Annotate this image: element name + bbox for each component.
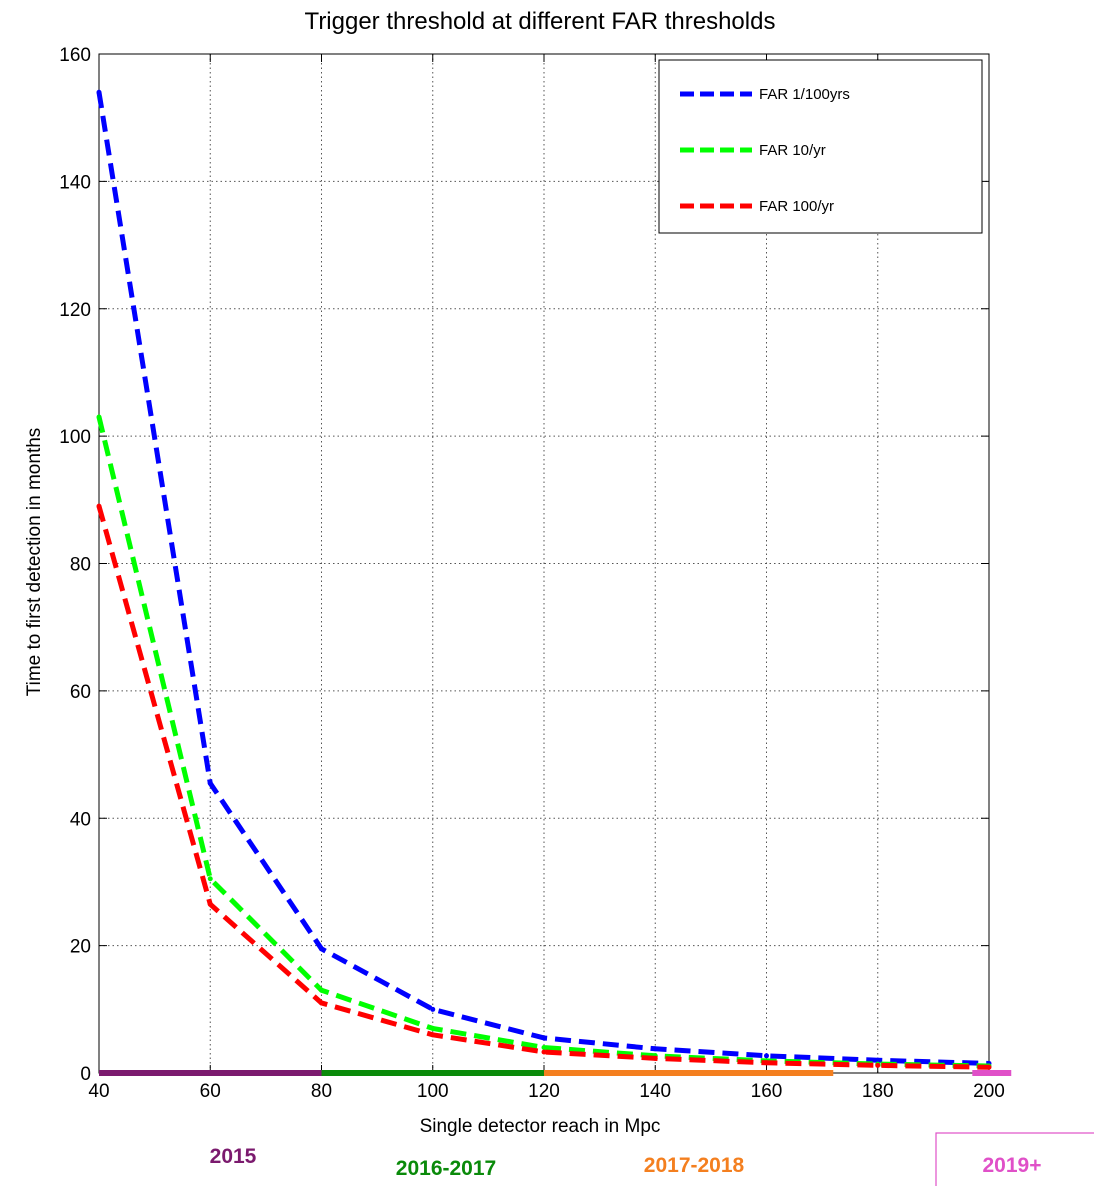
- x-tick-label: 140: [639, 1081, 671, 1102]
- data-point-far-100-yr: [764, 1060, 769, 1065]
- y-tick-label: 100: [59, 427, 91, 448]
- x-tick-label: 180: [862, 1081, 894, 1102]
- y-tick-label: 0: [80, 1064, 91, 1085]
- x-tick-label: 60: [200, 1081, 221, 1102]
- data-point-far-1-100yrs: [208, 781, 213, 786]
- x-tick-label: 120: [528, 1081, 560, 1102]
- y-tick-label: 80: [70, 555, 91, 576]
- y-tick-label: 120: [59, 300, 91, 321]
- x-axis-label: Single detector reach in Mpc: [420, 1116, 661, 1137]
- data-point-far-100-yr: [319, 1000, 324, 1005]
- legend: FAR 1/100yrs FAR 10/yr FAR 100/yr: [659, 60, 982, 233]
- data-point-far-1-100yrs: [764, 1053, 769, 1058]
- era-label-2016-2017: 2016-2017: [396, 1157, 496, 1180]
- y-tick-label: 40: [70, 809, 91, 830]
- data-point-far-10-yr: [319, 988, 324, 993]
- data-point-far-100-yr: [987, 1065, 992, 1070]
- x-tick-label: 160: [751, 1081, 783, 1102]
- chart-title: Trigger threshold at different FAR thres…: [305, 8, 776, 35]
- y-tick-label: 160: [59, 45, 91, 66]
- data-point-far-100-yr: [97, 504, 102, 509]
- data-point-far-1-100yrs: [319, 946, 324, 951]
- era-label-2015: 2015: [210, 1145, 257, 1168]
- x-tick-label: 40: [88, 1081, 109, 1102]
- x-tick-label: 200: [973, 1081, 1005, 1102]
- legend-label-far-10-yr: FAR 10/yr: [759, 142, 826, 159]
- data-point-far-10-yr: [97, 415, 102, 420]
- data-point-far-1-100yrs: [542, 1035, 547, 1040]
- y-tick-label: 20: [70, 937, 91, 958]
- era-label-2017-2018: 2017-2018: [644, 1154, 745, 1177]
- data-point-far-10-yr: [208, 876, 213, 881]
- data-point-far-100-yr: [430, 1032, 435, 1037]
- era-labels: 2015 2016-2017 2017-2018 2019+: [210, 1145, 1042, 1180]
- data-point-far-100-yr: [208, 902, 213, 907]
- data-point-far-1-100yrs: [97, 90, 102, 95]
- data-point-far-10-yr: [542, 1045, 547, 1050]
- legend-label-far-100-yr: FAR 100/yr: [759, 198, 834, 215]
- data-point-far-10-yr: [430, 1026, 435, 1031]
- series-line-far-1-100yrs: [99, 92, 989, 1063]
- legend-label-far-1-100yrs: FAR 1/100yrs: [759, 86, 850, 103]
- data-point-far-100-yr: [542, 1049, 547, 1054]
- x-tick-label: 100: [417, 1081, 449, 1102]
- y-tick-label: 60: [70, 682, 91, 703]
- data-point-far-1-100yrs: [430, 1007, 435, 1012]
- data-point-far-1-100yrs: [653, 1046, 658, 1051]
- x-tick-label: 80: [311, 1081, 332, 1102]
- data-point-far-100-yr: [875, 1063, 880, 1068]
- era-label-2019: 2019+: [983, 1154, 1042, 1177]
- y-axis-label: Time to first detection in months: [24, 428, 45, 697]
- data-point-far-100-yr: [653, 1056, 658, 1061]
- y-tick-label: 140: [59, 172, 91, 193]
